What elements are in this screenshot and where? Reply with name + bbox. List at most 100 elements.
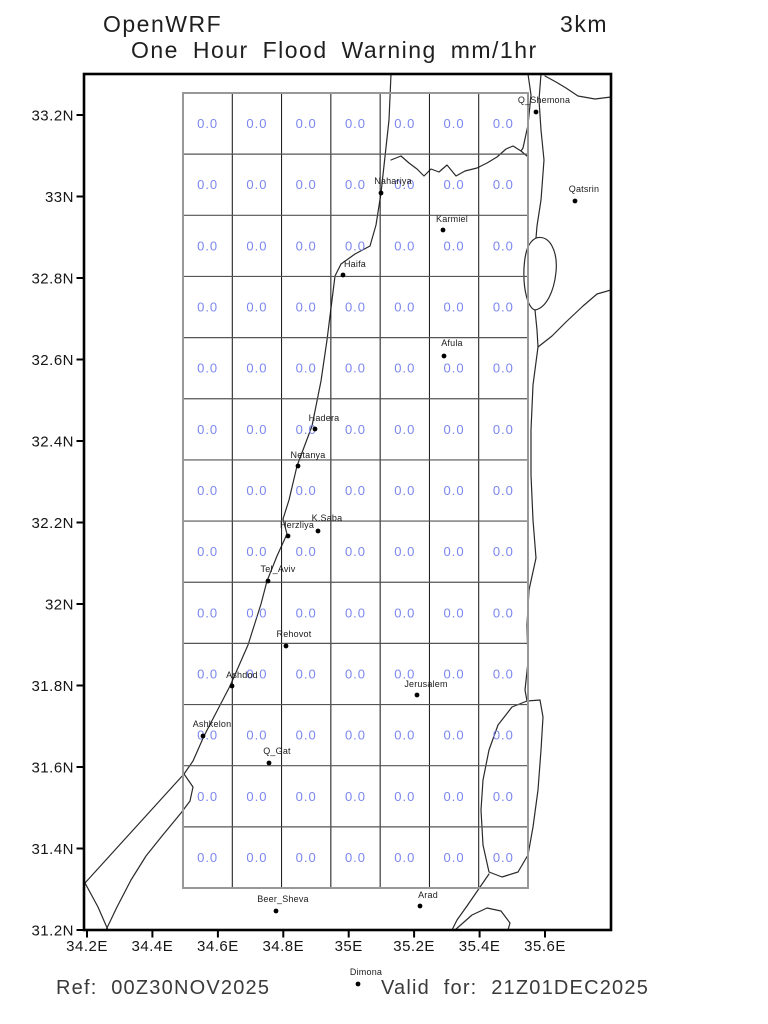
grid-value: 0.0	[345, 789, 366, 804]
grid-value: 0.0	[493, 422, 514, 437]
city-label: Q_Shemona	[518, 95, 570, 105]
grid-value: 0.0	[345, 116, 366, 131]
y-axis-label: 33.2N	[31, 108, 74, 125]
grid-value: 0.0	[493, 361, 514, 376]
grid-value: 0.0	[296, 666, 317, 681]
city-dot	[340, 272, 346, 278]
value-grid: 0.0 0.0 0.0 0.0 0.0 0.0 0.0 0.0 0.0 0.0 0.0 0.0 0.0 0…	[182, 92, 529, 889]
lebanon-border	[390, 145, 528, 177]
city-dot	[533, 109, 539, 115]
model-name: OpenWRF	[103, 11, 223, 37]
south-border-zigzag	[454, 907, 511, 930]
dead-sea	[480, 699, 544, 878]
grid-value: 0.0	[296, 300, 317, 315]
city-dot	[378, 190, 384, 196]
y-axis-label: 32.6N	[31, 352, 74, 369]
grid-value: 0.0	[394, 544, 415, 559]
city-dot	[355, 981, 361, 987]
grid-value: 0.0	[246, 361, 267, 376]
grid-value: 0.0	[246, 850, 267, 865]
city-dot	[440, 227, 446, 233]
grid-value: 0.0	[197, 728, 218, 743]
grid-value: 0.0	[345, 605, 366, 620]
city-label: Tel_Aviv	[261, 564, 296, 574]
city-dot	[283, 643, 289, 649]
grid-value: 0.0	[197, 116, 218, 131]
grid-value: 0.0	[493, 728, 514, 743]
city-dot	[285, 533, 291, 539]
grid-value: 0.0	[444, 483, 465, 498]
city-label: K.Saba	[312, 513, 343, 523]
grid-value: 0.0	[246, 483, 267, 498]
y-axis-label: 32.2N	[31, 515, 74, 532]
grid-value: 0.0	[345, 422, 366, 437]
city-dot	[315, 528, 321, 534]
city-dot	[273, 908, 279, 914]
grid-value: 0.0	[493, 300, 514, 315]
grid-value: 0.0	[246, 544, 267, 559]
grid-value: 0.0	[444, 789, 465, 804]
city-label: Haifa	[344, 259, 366, 269]
coastline	[84, 74, 392, 930]
grid-value: 0.0	[296, 605, 317, 620]
grid-value: 0.0	[493, 544, 514, 559]
grid-value: 0.0	[197, 605, 218, 620]
plot-subtitle: One Hour Flood Warning mm/1hr	[131, 37, 538, 63]
y-axis-label: 32.4N	[31, 434, 74, 451]
city-label: Hadera	[309, 413, 340, 423]
grid-value: 0.0	[296, 177, 317, 192]
ref-time-label: Ref: 00Z30NOV2025	[56, 977, 271, 999]
x-axis-label: 34.6E	[197, 938, 239, 955]
grid-value: 0.0	[197, 666, 218, 681]
grid-value: 0.0	[296, 850, 317, 865]
y-axis-label: 31.2N	[31, 923, 74, 940]
city-label: Arad	[418, 890, 438, 900]
grid-value: 0.0	[394, 177, 415, 192]
grid-value: 0.0	[345, 544, 366, 559]
y-axis-label: 33N	[45, 189, 74, 206]
grid-value: 0.0	[296, 544, 317, 559]
grid-value: 0.0	[444, 177, 465, 192]
city-dot	[266, 760, 272, 766]
grid-value: 0.0	[296, 728, 317, 743]
jordan-river	[524, 309, 539, 702]
grid-value: 0.0	[493, 605, 514, 620]
x-axis-label: 35E	[335, 938, 363, 955]
city-dot	[441, 353, 447, 359]
grid-value: 0.0	[345, 483, 366, 498]
hula-west-border	[520, 74, 532, 152]
grid-value: 0.0	[197, 789, 218, 804]
map-frame	[82, 72, 613, 932]
grid-value: 0.0	[394, 850, 415, 865]
grid-value: 0.0	[246, 605, 267, 620]
city-dot	[265, 578, 271, 584]
city-label: Beer_Sheva	[257, 894, 309, 904]
x-axis-label: 35.2E	[393, 938, 435, 955]
grid-value: 0.0	[197, 238, 218, 253]
grid-value: 0.0	[345, 666, 366, 681]
grid-value: 0.0	[345, 728, 366, 743]
city-label: Dimona	[350, 967, 382, 977]
grid-value: 0.0	[444, 666, 465, 681]
y-axis-label: 32N	[45, 597, 74, 614]
grid-value: 0.0	[246, 666, 267, 681]
grid-value: 0.0	[493, 666, 514, 681]
grid-value: 0.0	[345, 177, 366, 192]
grid-value: 0.0	[444, 728, 465, 743]
grid-value: 0.0	[345, 238, 366, 253]
grid-value: 0.0	[345, 300, 366, 315]
city-label: Netanya	[291, 450, 326, 460]
grid-value: 0.0	[493, 483, 514, 498]
grid-value: 0.0	[246, 728, 267, 743]
valid-time-label: Valid for: 21Z01DEC2025	[381, 977, 650, 999]
grid-value: 0.0	[444, 605, 465, 620]
grid-value: 0.0	[345, 361, 366, 376]
city-label: Karmiel	[436, 214, 468, 224]
city-dot	[417, 903, 423, 909]
grid-value: 0.0	[246, 116, 267, 131]
grid-value: 0.0	[246, 300, 267, 315]
grid-value: 0.0	[197, 850, 218, 865]
syria-border	[544, 75, 611, 100]
grid-value: 0.0	[296, 361, 317, 376]
